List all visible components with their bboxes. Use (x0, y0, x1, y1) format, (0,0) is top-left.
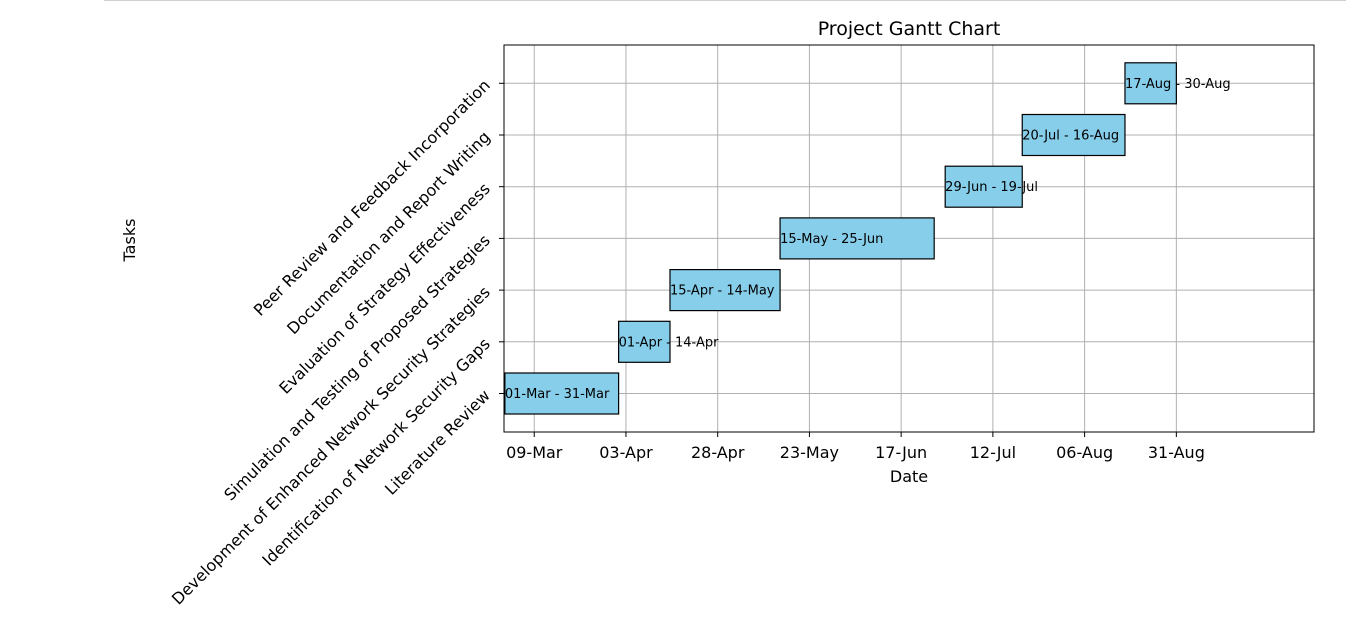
bar-date-label: 15-May - 25-Jun (780, 232, 883, 247)
x-tick-label: 09-Mar (506, 443, 563, 462)
bar-date-label: 17-Aug - 30-Aug (1125, 77, 1231, 92)
task-bar (504, 372, 620, 415)
chart-title: Project Gantt Chart (818, 18, 1001, 40)
top-divider (104, 0, 1346, 1)
x-tick-label: 03-Apr (599, 443, 653, 462)
task-bar (669, 269, 781, 312)
grid-lines (504, 45, 1314, 432)
task-bar (1124, 62, 1177, 105)
task-bar (779, 217, 935, 260)
task-bar (944, 165, 1023, 208)
y-tick-label: Peer Review and Feedback Incorporation (250, 76, 494, 320)
bar-date-label: 01-Mar - 31-Mar (505, 387, 610, 402)
x-tick-label: 06-Aug (1056, 443, 1113, 462)
x-tick-label: 17-Jun (875, 443, 927, 462)
x-tick-label: 12-Jul (970, 443, 1016, 462)
task-bar (618, 320, 671, 363)
x-axis-label: Date (890, 467, 928, 486)
bar-date-label: 20-Jul - 16-Aug (1022, 129, 1119, 144)
bar-date-label: 29-Jun - 19-Jul (945, 180, 1038, 195)
bar-date-label: 01-Apr - 14-Apr (619, 335, 719, 350)
y-axis-label: Tasks (120, 219, 139, 263)
x-tick-label: 23-May (780, 443, 839, 462)
x-tick-label: 28-Apr (691, 443, 745, 462)
x-axis-ticks: 09-Mar 03-Apr 28-Apr 23-May 17-Jun 12-Jul 06-A… (506, 432, 1205, 462)
x-tick-label: 31-Aug (1148, 443, 1205, 462)
task-bar (1021, 113, 1126, 157)
bar-date-label: 15-Apr - 14-May (670, 284, 775, 299)
bars-layer: 01-Mar - 31-Mar 01-Apr - 14-Apr 15-Apr - 1… (504, 62, 1231, 415)
